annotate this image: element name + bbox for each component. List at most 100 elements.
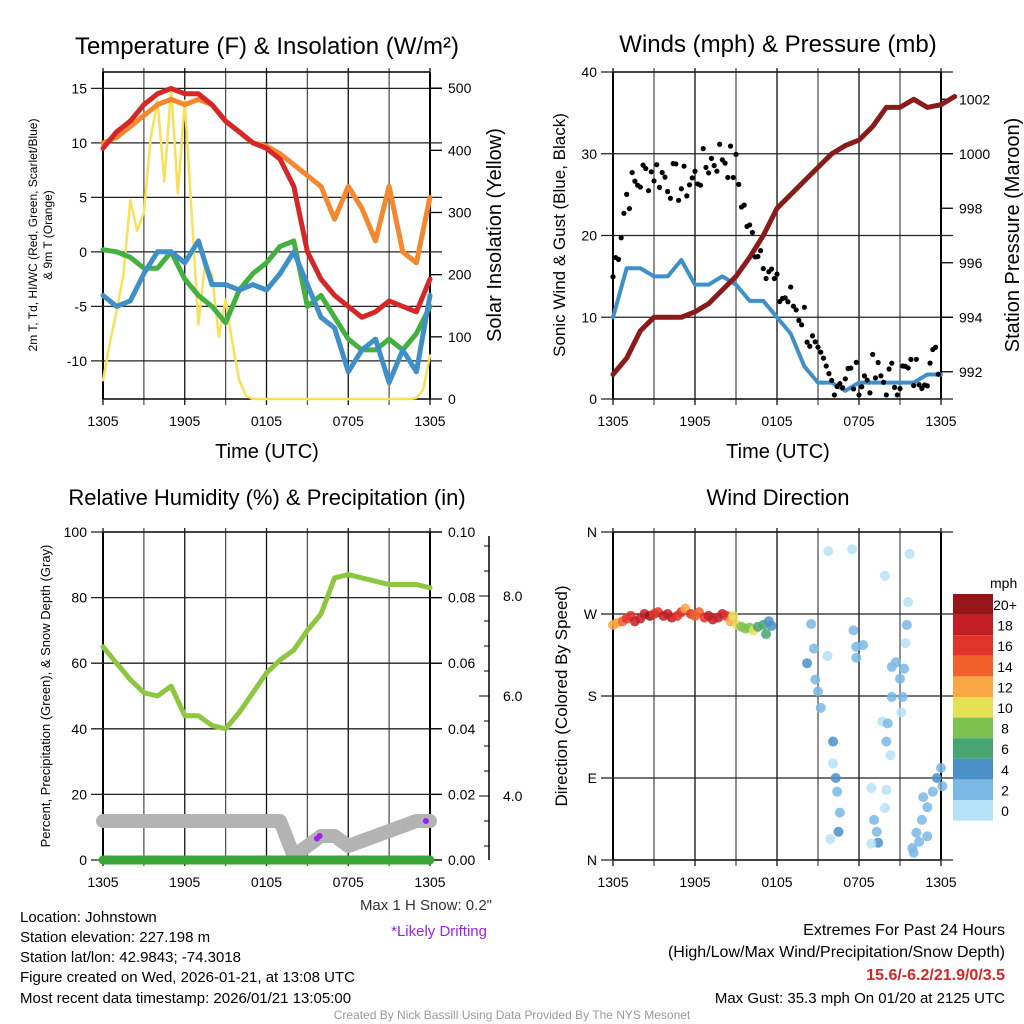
gust-dot (793, 307, 799, 313)
x-tick-label: 1305 (414, 874, 445, 890)
direction-point (761, 629, 772, 640)
gust-dot (684, 193, 690, 199)
gust-dot (894, 392, 900, 398)
y-tick-label: 80 (71, 590, 87, 606)
max-gust: Max Gust: 35.3 mph On 01/20 at 2125 UTC (715, 990, 1005, 1007)
gust-dot (815, 344, 821, 350)
gust-dot (711, 162, 717, 169)
likely-drifting-marker (422, 818, 429, 824)
gust-dot (725, 174, 731, 181)
legend-title: mph (990, 575, 1017, 591)
direction-point (766, 620, 777, 631)
y-tick-label: 10 (581, 309, 597, 325)
gust-dot (774, 271, 780, 277)
gust-dot (870, 351, 876, 358)
gust-dot (637, 184, 643, 190)
solar-insolation-line (101, 86, 432, 401)
y-tick-label: 20 (71, 786, 87, 802)
gust-dot (891, 384, 898, 390)
gust-dot (708, 155, 715, 161)
gust-dot (632, 178, 638, 184)
y-tick-label: E (588, 770, 597, 786)
gust-dot (911, 382, 917, 389)
gust-dot (788, 284, 794, 290)
gust-dot (807, 343, 813, 349)
gust-dot (692, 168, 698, 174)
direction-point (823, 546, 834, 557)
x-tick-label: 0705 (843, 874, 874, 890)
direction-point (901, 619, 912, 630)
y-tick-label: 60 (71, 655, 87, 671)
gust-dot (733, 151, 739, 157)
direction-point (931, 773, 942, 783)
gust-dot (932, 344, 939, 350)
x-tick-label: 0105 (761, 874, 792, 890)
gust-dot (840, 385, 846, 391)
legend-label: 10 (997, 700, 1013, 716)
direction-point (927, 786, 938, 797)
y-tick-label: 5 (79, 189, 87, 205)
direction-point (848, 625, 859, 636)
gust-dot (686, 182, 693, 188)
y-tick-label: 40 (71, 721, 87, 737)
legend-label: 6 (1001, 741, 1009, 757)
gust-dot (736, 181, 742, 187)
gust-dot (758, 248, 764, 254)
gust-dot (796, 317, 802, 323)
y2-tick-label: 0.02 (448, 786, 475, 802)
direction-point (908, 847, 919, 858)
footer-location: Location: Johnstown (20, 909, 157, 926)
gust-dot (785, 299, 791, 305)
gust-dot (812, 339, 818, 345)
snow-axis-tick-label: 8.0 (503, 588, 523, 604)
direction-point (904, 548, 915, 559)
direction-point (833, 826, 844, 837)
gust-dot (864, 377, 870, 383)
drifting-label: *Likely Drifting (391, 923, 487, 940)
direction-point (900, 638, 911, 649)
direction-point (896, 707, 907, 718)
x-tick-label: 1905 (169, 413, 200, 429)
legend-label: 20+ (993, 597, 1017, 613)
gust-dot (610, 274, 616, 280)
gust-dot (651, 178, 657, 184)
y-tick-label: 0 (79, 244, 87, 260)
gust-dot (722, 160, 728, 166)
direction-point (808, 643, 819, 654)
gust-dot (823, 363, 829, 369)
direction-point (897, 691, 908, 702)
gust-dot (837, 380, 843, 387)
footer-created: Figure created on Wed, 2026-01-21, at 13… (20, 969, 355, 986)
gust-dot (859, 384, 865, 390)
y-tick-label: S (588, 688, 597, 704)
gust-dot (927, 360, 933, 366)
sonic-wind-line (611, 258, 943, 393)
x-tick-label: 1305 (597, 413, 628, 429)
legend-swatch (953, 594, 993, 615)
gust-dot (905, 365, 911, 371)
y-tick-label: 15 (71, 80, 87, 96)
y2-tick-label: 998 (959, 200, 983, 216)
direction-point (828, 736, 839, 747)
legend-swatch (953, 758, 993, 780)
direction-point (886, 691, 897, 702)
gust-dot (618, 235, 624, 241)
2m-temperature-line (100, 85, 433, 320)
gust-dot (656, 184, 663, 190)
gust-dot (615, 256, 622, 262)
direction-point (936, 762, 946, 773)
x-tick-label: 1905 (679, 413, 710, 429)
direction-point (802, 658, 813, 669)
gust-dot (755, 253, 761, 260)
gust-dot (643, 165, 649, 172)
direction-point (830, 773, 841, 783)
gust-dot (747, 222, 753, 228)
temp-y2label: Solar Insolation (Yellow) (484, 128, 506, 342)
legend-swatch (953, 717, 993, 739)
direction-point (815, 702, 826, 713)
wind-ylabel: Sonic Wind & Gust (Blue, Black) (550, 113, 569, 357)
credit-line: Created By Nick Bassill Using Data Provi… (334, 1008, 691, 1022)
footer-recent: Most recent data timestamp: 2026/01/21 1… (20, 990, 351, 1007)
gust-dot (648, 169, 654, 175)
